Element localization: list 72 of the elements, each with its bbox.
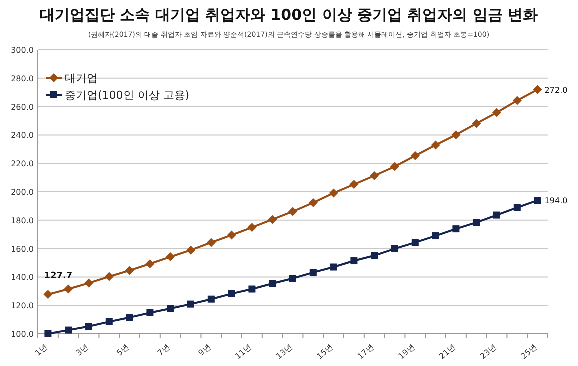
- point: [494, 212, 500, 219]
- y-tick-label: 200.0: [11, 188, 34, 197]
- point: [188, 300, 194, 308]
- point: [412, 239, 419, 246]
- point: [146, 259, 155, 268]
- point: [473, 219, 480, 226]
- point: [492, 108, 502, 118]
- point: [248, 223, 257, 232]
- point: [432, 232, 440, 240]
- point: [166, 252, 176, 262]
- point: [330, 264, 338, 271]
- point: [392, 245, 398, 252]
- point: [227, 230, 236, 240]
- point: [125, 266, 134, 276]
- point: [248, 286, 256, 293]
- y-tick-label: 300.0: [11, 46, 34, 55]
- point: [269, 280, 276, 288]
- y-tick-label: 140.0: [11, 273, 34, 282]
- point: [534, 197, 542, 204]
- point: [167, 305, 174, 312]
- x-tick-label: 1년: [34, 342, 50, 358]
- point: [431, 140, 440, 150]
- point: [370, 171, 380, 180]
- point: [86, 323, 92, 330]
- x-tick-label: 9년: [196, 342, 213, 358]
- point: [208, 296, 215, 303]
- point: [64, 284, 74, 294]
- point: [44, 330, 52, 338]
- y-tick-label: 220.0: [11, 160, 34, 169]
- point: [350, 180, 359, 190]
- point: [206, 238, 216, 248]
- legend-label: 대기업: [65, 72, 98, 85]
- point: [390, 162, 400, 172]
- point: [452, 130, 461, 140]
- data-label: 194.0: [544, 196, 568, 206]
- point: [512, 96, 522, 106]
- point: [126, 314, 134, 322]
- legend-label: 중기업(100인 이상 고용): [65, 89, 190, 102]
- point: [350, 258, 358, 265]
- x-tick-label: 7년: [156, 342, 172, 358]
- point: [84, 278, 94, 288]
- y-tick-label: 180.0: [11, 216, 34, 226]
- point: [290, 275, 296, 282]
- point: [106, 318, 113, 326]
- point: [310, 269, 317, 276]
- point: [44, 290, 53, 300]
- point: [514, 204, 521, 212]
- point: [288, 207, 298, 216]
- data-label: 127.7: [44, 272, 73, 282]
- y-tick-label: 160.0: [11, 244, 34, 254]
- y-tick-label: 120.0: [11, 302, 34, 311]
- y-tick-label: 100.0: [11, 330, 34, 339]
- y-tick-label: 260.0: [11, 102, 34, 112]
- point: [146, 309, 154, 316]
- point: [452, 226, 460, 233]
- y-tick-label: 280.0: [11, 74, 34, 84]
- point: [186, 246, 196, 255]
- point: [65, 326, 72, 334]
- point: [533, 85, 542, 94]
- point: [308, 198, 318, 208]
- x-tick-label: 3년: [74, 342, 90, 358]
- y-tick-label: 240.0: [11, 131, 34, 140]
- chart-title: 대기업집단 소속 대기업 취업자와 100인 이상 중기업 취업자의 임금 변화: [40, 6, 538, 24]
- point: [472, 119, 482, 128]
- point: [371, 252, 378, 260]
- point: [228, 290, 236, 298]
- data-label: 272.0: [544, 86, 568, 95]
- point: [104, 272, 114, 282]
- x-tick-label: 5년: [115, 342, 132, 358]
- point: [268, 215, 278, 224]
- point: [410, 151, 420, 160]
- point: [329, 188, 338, 198]
